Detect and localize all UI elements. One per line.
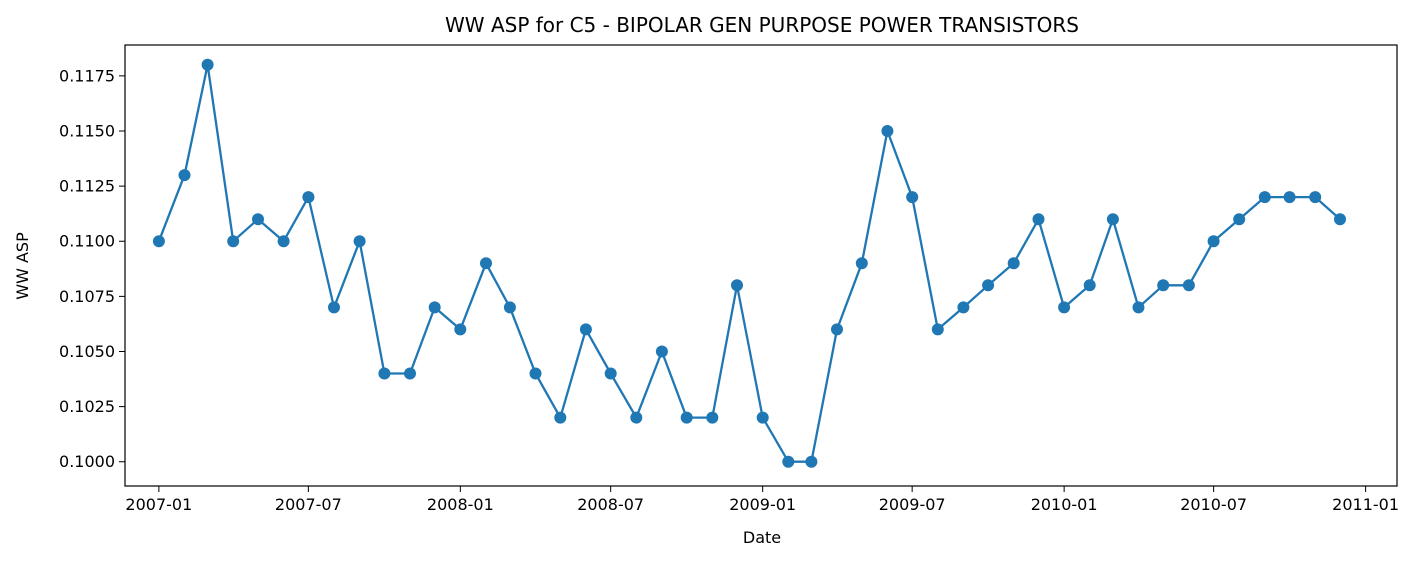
data-point <box>378 367 391 380</box>
data-point <box>1132 301 1145 314</box>
data-point <box>906 191 919 204</box>
data-point <box>655 345 668 358</box>
y-axis-label: WW ASP <box>13 232 32 300</box>
data-point <box>152 235 165 248</box>
data-point <box>579 323 592 336</box>
x-tick-label: 2010-07 <box>1180 495 1247 514</box>
x-tick-label: 2009-01 <box>729 495 796 514</box>
data-point <box>831 323 843 336</box>
y-tick-label: 0.1125 <box>59 177 115 196</box>
data-point <box>252 213 264 226</box>
data-point <box>1258 191 1271 204</box>
data-point <box>1157 279 1170 292</box>
data-point <box>931 323 944 336</box>
data-point <box>1283 191 1296 204</box>
y-tick-label: 0.1075 <box>59 287 115 306</box>
data-point <box>1058 301 1071 314</box>
data-point <box>1106 213 1119 226</box>
data-point <box>731 279 743 292</box>
y-tick-label: 0.1175 <box>59 66 115 85</box>
data-point <box>1207 235 1220 248</box>
data-point <box>428 301 441 314</box>
data-point <box>957 301 970 314</box>
data-point <box>1007 257 1020 270</box>
x-tick-label: 2008-07 <box>577 495 644 514</box>
data-point <box>454 323 467 336</box>
series-line <box>157 63 1341 463</box>
data-point <box>1334 213 1346 226</box>
data-point <box>604 367 617 380</box>
data-point <box>1182 279 1195 292</box>
y-tick-label: 0.1025 <box>59 397 115 416</box>
data-point <box>353 235 366 248</box>
data-point <box>201 58 214 71</box>
data-point <box>480 257 492 270</box>
data-point <box>1233 213 1246 226</box>
x-tick-label: 2010-01 <box>1031 495 1098 514</box>
data-point <box>227 235 240 248</box>
x-tick-label: 2007-01 <box>125 495 192 514</box>
chart-title: WW ASP for C5 - BIPOLAR GEN PURPOSE POWE… <box>445 13 1079 37</box>
data-point <box>1309 191 1322 204</box>
data-point <box>404 367 416 380</box>
data-point <box>706 411 719 424</box>
data-point <box>756 411 769 424</box>
data-point <box>503 301 516 314</box>
data-point <box>178 169 191 182</box>
data-point <box>1083 279 1096 292</box>
y-tick-label: 0.1050 <box>59 342 115 361</box>
x-tick-label: 2008-01 <box>427 495 494 514</box>
data-point <box>881 125 894 137</box>
data-point <box>529 367 542 380</box>
x-axis-label: Date <box>743 528 781 547</box>
data-point <box>302 191 315 204</box>
series-line-layer <box>157 63 1341 463</box>
data-point <box>630 411 643 424</box>
data-point <box>805 455 818 468</box>
data-point <box>554 411 567 424</box>
data-point <box>328 301 340 314</box>
plot-frame <box>124 44 1398 487</box>
x-tick-label: 2009-07 <box>879 495 946 514</box>
data-point <box>855 257 868 270</box>
y-tick-label: 0.1150 <box>59 121 115 140</box>
data-point <box>277 235 290 248</box>
y-tick-label: 0.1000 <box>59 452 115 471</box>
data-point <box>782 455 795 468</box>
x-tick-label: 2011-01 <box>1332 495 1399 514</box>
series-points-layer <box>152 58 1346 468</box>
axis-ticks: 2007-01 2007-07 2008-01 2008-07 2009-01 2009-… <box>59 66 1399 514</box>
y-tick-label: 0.1100 <box>59 232 115 251</box>
data-point <box>680 411 693 424</box>
x-tick-label: 2007-07 <box>275 495 342 514</box>
data-point <box>1032 213 1045 226</box>
data-point <box>982 279 995 292</box>
